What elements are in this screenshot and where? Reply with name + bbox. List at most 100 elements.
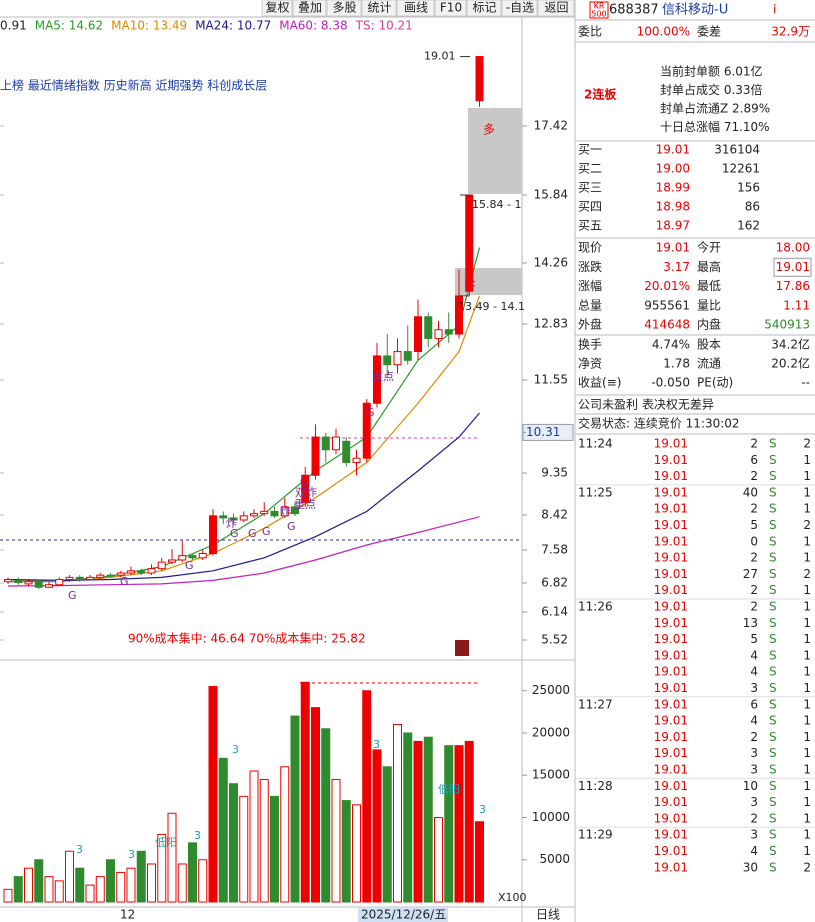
tick-price: 19.01 — [654, 632, 688, 646]
candle-body — [55, 579, 64, 586]
candle-body — [75, 576, 84, 581]
volume-unit: X100 — [498, 891, 527, 904]
stat-value: -0.050 — [651, 376, 690, 390]
candle-body — [14, 579, 23, 584]
tick-volume: 6 — [750, 697, 758, 711]
toolbar-button-bg[interactable] — [361, 0, 397, 17]
volume-bar — [423, 736, 433, 903]
stat-label: 收益(≡) — [578, 376, 621, 390]
tick-side: S — [769, 681, 777, 695]
tick-volume: 3 — [750, 795, 758, 809]
tick-price: 19.01 — [654, 665, 688, 679]
toolbar-button-bg[interactable] — [396, 0, 435, 17]
tick-count: 1 — [803, 763, 811, 777]
toolbar-button[interactable]: 标记 — [472, 1, 496, 15]
candle-body — [116, 572, 125, 576]
toolbar-button-bg[interactable] — [434, 0, 467, 17]
toolbar-button[interactable]: F10 — [440, 1, 462, 15]
stat-label: PE(动) — [697, 376, 733, 390]
stat-label: 总量 — [578, 298, 602, 312]
toolbar-button[interactable]: 复权 — [265, 1, 289, 15]
toolbar-button-bg[interactable] — [292, 0, 327, 17]
volume-note: 3 — [128, 848, 135, 861]
toolbar-button-bg[interactable] — [261, 0, 293, 17]
toolbar-button-bg[interactable] — [501, 0, 538, 17]
stat-label: 涨幅 — [578, 278, 602, 293]
ratio-value: 100.00% — [637, 25, 690, 39]
tick-volume: 40 — [743, 485, 758, 499]
candle-body — [4, 579, 12, 583]
tick-volume: 3 — [750, 763, 758, 777]
y-tick-label: 14.26 — [534, 256, 568, 270]
tick-time: 11:28 — [578, 779, 613, 793]
tick-count: 1 — [803, 665, 811, 679]
tick-side: S — [769, 746, 777, 760]
toolbar-button[interactable]: 统计 — [367, 1, 391, 15]
volume-bar — [167, 812, 177, 903]
tick-side: S — [769, 485, 777, 499]
bid-volume: 86 — [745, 200, 760, 214]
stat-value: 18.00 — [776, 241, 810, 255]
quote-panel — [575, 19, 815, 435]
tick-count: 1 — [803, 534, 811, 548]
volume-bar — [65, 850, 74, 903]
stat-label: 今开 — [697, 240, 721, 255]
notice: 公司未盈利 表决权无差异 — [578, 398, 714, 412]
tick-side: S — [769, 567, 777, 581]
volume-bar — [464, 740, 474, 903]
tick-count: 1 — [803, 616, 811, 630]
toolbar-button-bg[interactable] — [537, 0, 575, 17]
stat-label: 股本 — [697, 338, 721, 352]
tick-volume: 0 — [750, 534, 758, 548]
tick-price: 19.01 — [654, 453, 688, 467]
y-tick-label: 6.82 — [541, 576, 568, 590]
volume-bar — [270, 795, 279, 903]
stock-code: 688387 — [609, 3, 659, 18]
toolbar-button[interactable]: 叠加 — [298, 1, 322, 15]
period-label: 日线 — [536, 908, 560, 922]
volume-bar — [157, 833, 167, 903]
tick-price: 19.01 — [654, 485, 688, 499]
toolbar-button[interactable]: 返回 — [544, 1, 568, 15]
volume-bar — [13, 876, 23, 903]
tick-count: 2 — [803, 437, 811, 451]
tick-volume: 6 — [750, 453, 758, 467]
indicator: MA5: 14.62 — [35, 19, 103, 33]
toolbar-button[interactable]: 多股 — [332, 1, 356, 15]
toolbar-button[interactable]: -自选 — [506, 1, 534, 15]
bid-price: 18.98 — [656, 200, 690, 214]
tick-count: 1 — [803, 746, 811, 760]
tick-count: 1 — [803, 551, 811, 565]
volume-bar — [95, 876, 105, 903]
volume-bar — [362, 690, 372, 903]
volume-note: 3 — [232, 743, 239, 756]
date-highlight — [358, 908, 448, 922]
tick-price: 19.01 — [654, 518, 688, 532]
badge — [589, 1, 609, 19]
tick-count: 1 — [803, 583, 811, 597]
candle-body — [188, 555, 197, 559]
candle-body — [127, 570, 135, 574]
tick-side: S — [769, 763, 777, 777]
volume-bar — [24, 867, 33, 903]
tick-count: 1 — [803, 453, 811, 467]
tick-volume: 2 — [750, 437, 758, 451]
toolbar-button-bg[interactable] — [326, 0, 362, 17]
stat-label: 内盘 — [697, 317, 721, 332]
tick-time: 11:24 — [578, 437, 613, 451]
y-tick-label: 6.14 — [541, 605, 568, 619]
tick-side: S — [769, 795, 777, 809]
tick-volume: 2 — [750, 583, 758, 597]
tick-price: 19.01 — [654, 502, 688, 516]
zone-label: 多 — [483, 123, 495, 137]
volume-bar — [413, 740, 423, 903]
volume-note: 低阳 — [155, 836, 177, 849]
signal: G — [366, 406, 375, 419]
toolbar-button-bg[interactable] — [466, 0, 502, 17]
volume-bar — [106, 859, 115, 903]
tick-volume: 3 — [750, 828, 758, 842]
candle-body — [219, 515, 228, 519]
toolbar-button[interactable]: 画线 — [404, 1, 428, 15]
signal: G — [248, 527, 257, 540]
